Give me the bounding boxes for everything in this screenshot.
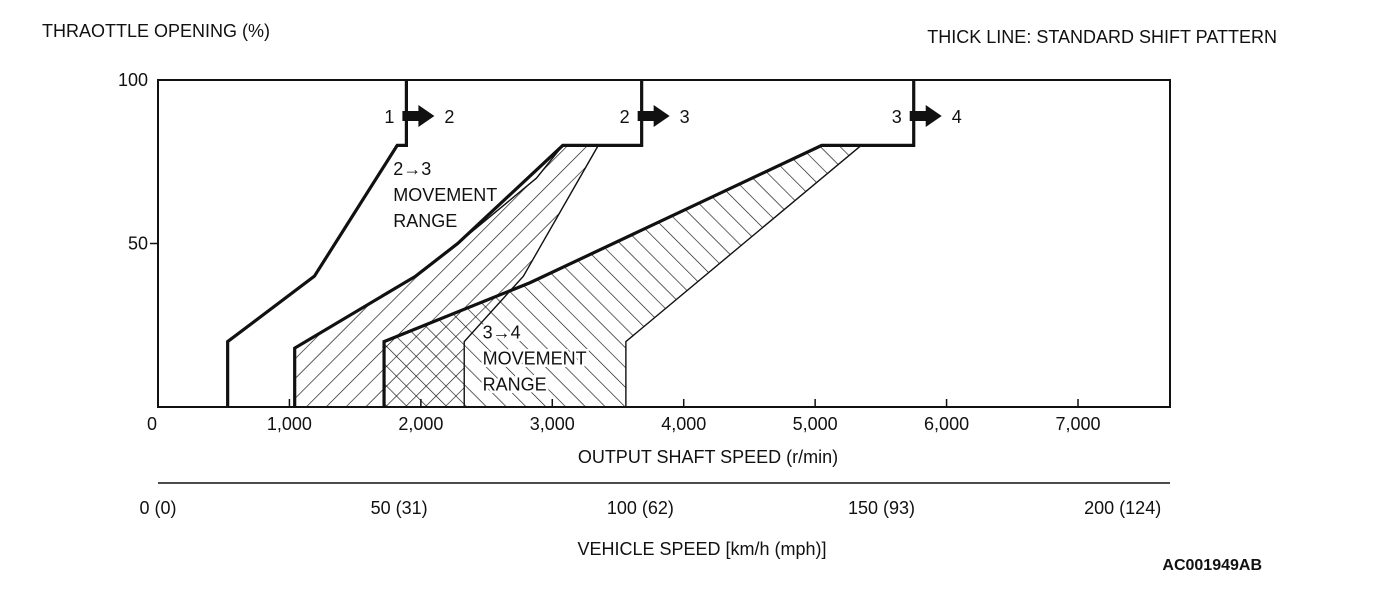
shift-line-2-3 (293, 80, 644, 407)
x-tick-label: 2,000 (398, 414, 443, 434)
shift-line-3-4 (382, 80, 916, 407)
movement-range-label: 3→4 MOVEMENT RANGE (483, 322, 587, 394)
shift-lines (226, 80, 916, 407)
shift-arrow-icon (402, 104, 435, 127)
x-tick-label: 5,000 (793, 414, 838, 434)
x-axis-label: OUTPUT SHAFT SPEED (r/min) (578, 447, 838, 467)
movement-range-label: 2→3 MOVEMENT RANGE (393, 159, 497, 231)
x-tick-label: 1,000 (267, 414, 312, 434)
x-axis: 0 1,000 2,000 3,000 4,000 5,000 6,000 7,000 (147, 399, 1101, 434)
x-tick-label: 0 (147, 414, 157, 434)
y-tick-label: 100 (118, 70, 148, 90)
vehicle-speed-tick-label: 150 (93) (848, 498, 915, 518)
y-tick-label: 50 (128, 234, 148, 254)
vehicle-speed-label: VEHICLE SPEED [km/h (mph)] (577, 539, 826, 559)
annotations: 1 2 2 3 3 4 2→3 MOVEMENT RANGE 3→4 MOVEMENT RANGE (384, 104, 962, 397)
vehicle-speed-tick-label: 50 (31) (371, 498, 428, 518)
x-tick-label: 3,000 (530, 414, 575, 434)
shift-to-label-3: 3 (680, 107, 690, 127)
shift-from-label-1: 1 (384, 107, 394, 127)
vehicle-speed-axis: 0 (0) 50 (31) 100 (62) 150 (93) 200 (124) (139, 498, 1161, 518)
x-tick-label: 7,000 (1055, 414, 1100, 434)
vehicle-speed-tick-label: 100 (62) (607, 498, 674, 518)
shift-from-label-2: 2 (620, 107, 630, 127)
legend-note: THICK LINE: STANDARD SHIFT PATTERN (927, 27, 1277, 47)
figure-code: AC001949AB (1162, 557, 1262, 574)
x-tick-label: 4,000 (661, 414, 706, 434)
shift-line-1-2 (226, 80, 408, 407)
vehicle-speed-tick-label: 0 (0) (139, 498, 176, 518)
vehicle-speed-tick-label: 200 (124) (1084, 498, 1161, 518)
shift-arrow-icon (909, 104, 942, 127)
y-axis: 50 100 (118, 70, 158, 254)
shift-from-label-3: 3 (892, 107, 902, 127)
x-tick-label: 6,000 (924, 414, 969, 434)
y-axis-title: THRAOTTLE OPENING (%) (42, 21, 270, 41)
shift-to-label-2: 2 (444, 107, 454, 127)
shift-to-label-4: 4 (952, 107, 962, 127)
shift-arrow-icon (637, 104, 670, 127)
